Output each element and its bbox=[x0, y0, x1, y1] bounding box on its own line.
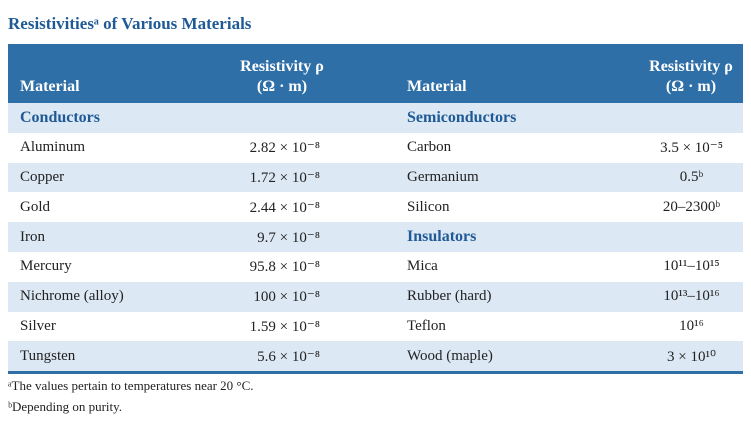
resistivity: 1.72 × 10⁻⁸ bbox=[249, 169, 320, 186]
header-text: Material bbox=[20, 78, 80, 95]
table-row: Copper 1.72 × 10⁻⁸ Germanium 0.5ᵇ bbox=[8, 162, 743, 193]
title: Resistivitiesᵃ of Various Materials bbox=[8, 14, 252, 33]
table-body: Conductors Semiconductors Aluminum 2.82 × 1… bbox=[8, 103, 743, 373]
header-text: Material bbox=[407, 78, 467, 95]
material: Carbon bbox=[407, 139, 452, 156]
table-row: Aluminum 2.82 × 10⁻⁸ Carbon 3.5 × 10⁻⁵ bbox=[8, 133, 743, 163]
material: Rubber (hard) bbox=[407, 288, 492, 305]
footnote: ᵃThe values pertain to temperatures near… bbox=[8, 378, 254, 393]
resistivity: 10¹³–10¹⁶ bbox=[663, 288, 720, 305]
section-heading: Conductors bbox=[20, 108, 101, 126]
header-cell: Resistivity ρ (Ω · m) bbox=[600, 44, 743, 103]
material: Mercury bbox=[20, 258, 72, 275]
material: Germanium bbox=[407, 168, 479, 185]
header-text: Resistivity ρ bbox=[240, 58, 324, 75]
header-cell: Material bbox=[8, 44, 208, 103]
table-row: Tungsten 5.6 × 10⁻⁸ Wood (maple) 3 × 10¹⁰ bbox=[8, 341, 743, 373]
material: Gold bbox=[20, 198, 50, 215]
resistivity: 10¹⁶ bbox=[679, 317, 704, 334]
resistivity: 0.5ᵇ bbox=[679, 168, 704, 185]
table-row: Gold 2.44 × 10⁻⁸ Silicon 20–2300ᵇ bbox=[8, 192, 743, 222]
material: Nichrome (alloy) bbox=[20, 288, 124, 305]
section-heading: Semiconductors bbox=[407, 108, 517, 126]
material: Teflon bbox=[407, 317, 446, 334]
header-text: (Ω · m) bbox=[665, 78, 717, 95]
material: Copper bbox=[20, 168, 65, 185]
resistivity: 2.82 × 10⁻⁸ bbox=[249, 140, 320, 157]
header-row: Material Resistivity ρ (Ω · m) Material Resi… bbox=[8, 44, 743, 103]
resistivity: 100 × 10⁻⁸ bbox=[253, 289, 320, 306]
material: Silver bbox=[20, 317, 56, 334]
material: Wood (maple) bbox=[407, 347, 493, 364]
table-row: Conductors Semiconductors bbox=[8, 103, 743, 133]
resistivity: 1.59 × 10⁻⁸ bbox=[249, 318, 320, 335]
material: Aluminum bbox=[20, 139, 86, 156]
header-cell: Material bbox=[395, 44, 600, 103]
table-row: Mercury 95.8 × 10⁻⁸ Mica 10¹¹–10¹⁵ bbox=[8, 252, 743, 282]
resistivity: 3.5 × 10⁻⁵ bbox=[660, 140, 723, 157]
material: Iron bbox=[20, 228, 45, 245]
table-row: Iron 9.7 × 10⁻⁸ Insulators bbox=[8, 222, 743, 252]
header-text: (Ω · m) bbox=[256, 78, 308, 95]
resistivity: 9.7 × 10⁻⁸ bbox=[257, 229, 320, 246]
resistivity: 95.8 × 10⁻⁸ bbox=[249, 259, 320, 276]
footnote: ᵇDepending on purity. bbox=[8, 399, 123, 414]
material: Mica bbox=[407, 258, 438, 275]
resistivity: 2.44 × 10⁻⁸ bbox=[249, 199, 320, 216]
resistivity: 3 × 10¹⁰ bbox=[667, 348, 716, 365]
table: Material Resistivity ρ (Ω · m) Material Resi… bbox=[8, 44, 743, 375]
header-cell: Resistivity ρ (Ω · m) bbox=[208, 44, 395, 103]
resistivity: 5.6 × 10⁻⁸ bbox=[257, 348, 320, 365]
header-text: Resistivity ρ bbox=[649, 58, 733, 75]
resistivity: 10¹¹–10¹⁵ bbox=[663, 258, 720, 275]
resistivity: 20–2300ᵇ bbox=[662, 198, 721, 215]
material: Tungsten bbox=[20, 347, 76, 364]
table-row: Nichrome (alloy) 100 × 10⁻⁸ Rubber (hard) 1… bbox=[8, 281, 743, 312]
table-row: Silver 1.59 × 10⁻⁸ Teflon 10¹⁶ bbox=[8, 312, 743, 342]
section-heading: Insulators bbox=[407, 228, 477, 246]
material: Silicon bbox=[407, 198, 450, 215]
